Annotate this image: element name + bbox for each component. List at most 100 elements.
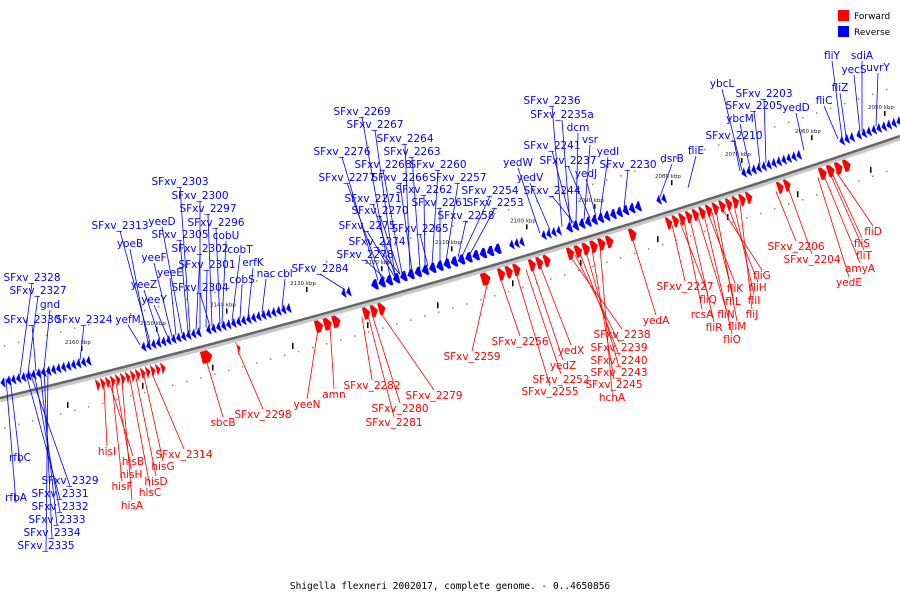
label-leader (853, 74, 861, 132)
gene-label-sfxv-2297: SFxv_2297 (179, 203, 236, 215)
label-leader (817, 177, 850, 278)
label-leader (179, 239, 189, 333)
reverse-gene-arrow (341, 287, 347, 299)
tick-mark (67, 401, 69, 408)
tick-label: 2150 kbp (140, 321, 166, 327)
reverse-gene-arrow (514, 237, 520, 249)
guide-dot (452, 225, 454, 227)
gene-label-sfxv-2332: SFxv_2332 (31, 501, 88, 513)
gene-label-sfxv-2305: SFxv_2305 (151, 229, 208, 241)
reverse-gene-arrow (231, 317, 237, 329)
label-leader (199, 292, 211, 327)
guide-dot (774, 126, 776, 128)
reverse-gene-arrow (494, 243, 502, 255)
reverse-gene-arrow (776, 156, 783, 167)
gene-label-fliq: fliQ (699, 294, 717, 306)
label-leader (367, 315, 395, 418)
label-leader (329, 325, 335, 390)
reverse-gene-arrow (746, 165, 753, 177)
guide-dot (760, 130, 762, 133)
gene-label-flij: fliJ (746, 309, 759, 321)
gene-label-sfxv-2274: SFxv_2274 (348, 236, 405, 248)
guide-dot (676, 157, 678, 160)
label-leader (205, 269, 208, 328)
guide-dot (88, 324, 90, 326)
label-leader (551, 195, 575, 224)
guide-dot (802, 198, 804, 201)
guide-dot (228, 287, 230, 290)
reverse-gene-arrow (796, 149, 803, 160)
label-leader (839, 92, 847, 137)
reverse-gene-arrow (866, 126, 873, 137)
guide-dot (284, 354, 286, 357)
reverse-gene-arrow (661, 192, 668, 204)
label-leader (599, 247, 613, 393)
forward-gene-arrow (124, 371, 131, 384)
guide-dot (88, 406, 90, 408)
reverse-gene-arrow (146, 340, 152, 351)
gene-label-sfxv-2335: SFxv_2335 (17, 540, 74, 552)
gene-label-hisc: hisC (139, 487, 161, 499)
reverse-gene-arrow (71, 359, 77, 370)
guide-dot (228, 369, 230, 372)
label-leader (411, 156, 421, 269)
guide-dot (4, 427, 6, 429)
guide-dot (564, 192, 566, 194)
forward-gene-arrow (731, 196, 740, 209)
guide-dot (746, 135, 748, 137)
reverse-gene-arrow (26, 370, 32, 381)
reverse-gene-arrow (161, 336, 167, 347)
forward-gene-arrow (199, 350, 213, 364)
label-leader (103, 386, 108, 447)
reverse-gene-arrow (891, 117, 898, 128)
label-leader (399, 182, 413, 271)
gene-label-sfxv-2329: SFxv_2329 (41, 475, 98, 487)
gene-label-cobs: cobS (229, 274, 255, 286)
guide-dot (536, 282, 538, 285)
gene-label-sfxv-2262: SFxv_2262 (395, 184, 452, 196)
gene-label-sfxv-2206: SFxv_2206 (767, 241, 824, 253)
guide-dot (816, 112, 818, 114)
label-leader (382, 169, 403, 274)
gene-label-sfxv-2314: SFxv_2314 (155, 449, 212, 461)
forward-gene-arrow (496, 268, 506, 281)
reverse-gene-arrow (509, 239, 515, 250)
label-leader (775, 191, 797, 242)
reverse-gene-arrow (457, 254, 466, 265)
guide-dot (648, 248, 650, 250)
reverse-gene-arrow (236, 316, 242, 327)
forward-gene-arrow (604, 235, 614, 249)
reverse-gene-arrow (81, 356, 87, 368)
reverse-gene-arrow (566, 222, 574, 233)
forward-gene-arrow (527, 259, 536, 272)
label-leader (659, 163, 673, 197)
guide-dot (858, 180, 860, 182)
guide-dot (830, 189, 832, 192)
forward-gene-arrow (504, 265, 513, 279)
forward-gene-arrow (704, 204, 713, 217)
tick: 2060 kbp (795, 129, 821, 141)
gene-label-sfxv-2265: SFxv_2265 (391, 223, 448, 235)
gene-label-hisa: hisA (121, 500, 144, 512)
gene-label-dcm: dcm (567, 122, 590, 134)
gene-label-flim: fliM (728, 321, 747, 333)
gene-label-yeda: yedA (643, 315, 670, 327)
gene-label-sfxv-2284: SFxv_2284 (291, 263, 348, 275)
label-leader (379, 311, 435, 391)
guide-dot (4, 345, 6, 347)
label-leader (29, 372, 71, 487)
guide-dot (886, 88, 888, 91)
gene-label-yeen: yeeN (294, 399, 321, 411)
label-leader (457, 220, 467, 258)
gene-label-sfxv-2313: SFxv_2313 (91, 220, 148, 232)
guide-dot (788, 121, 790, 124)
forward-gene-arrow (322, 317, 332, 331)
gene-label-sfxv-2327: SFxv_2327 (9, 285, 66, 297)
legend-forward-label: Forward (854, 12, 890, 22)
label-leader (529, 182, 551, 231)
label-leader (697, 216, 727, 310)
guide-dot (18, 341, 20, 344)
label-leader (5, 378, 17, 504)
label-leader (31, 324, 37, 372)
backbone-line (0, 134, 900, 400)
